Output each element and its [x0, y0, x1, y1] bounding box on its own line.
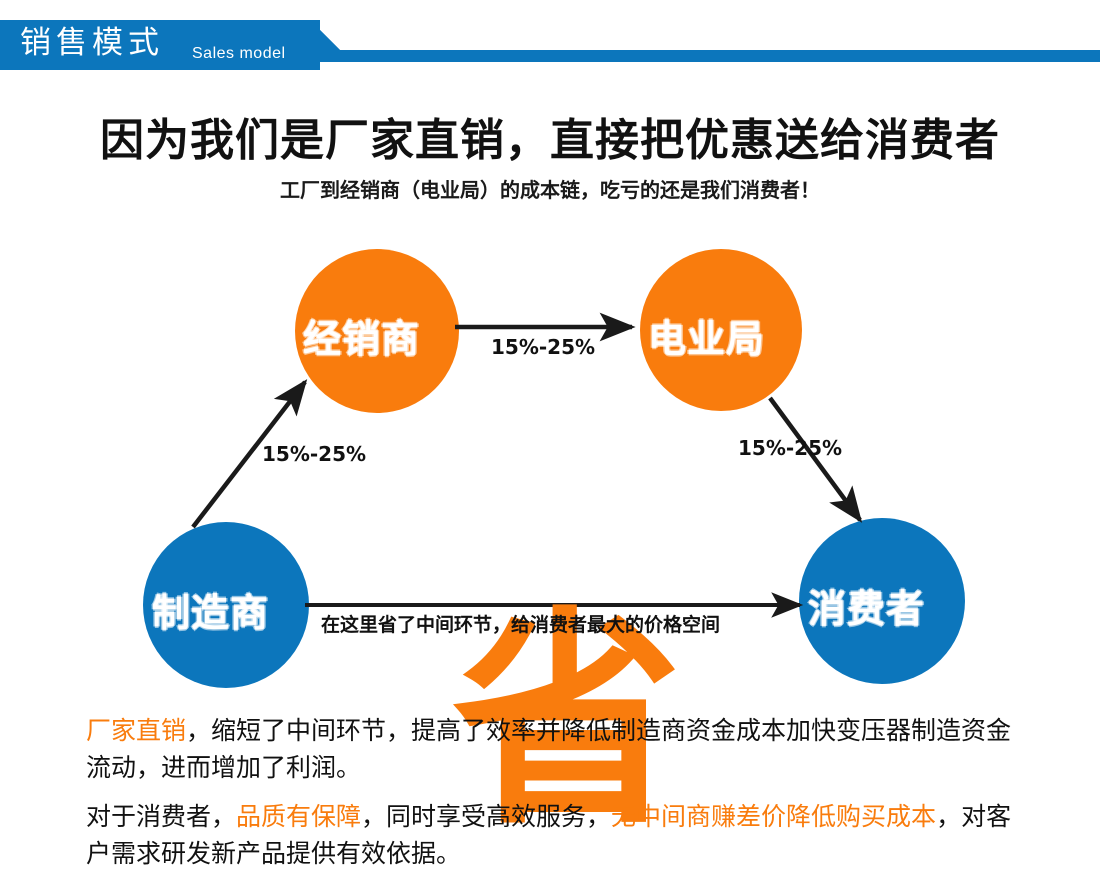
footer-paragraph-2-tail: ，对客户需求研发新产品提供有效依据。 [86, 802, 1012, 868]
edge-label-manufacturer-to-consumer: 在这里省了中间环节，给消费者最大的价格空间 [321, 614, 721, 636]
footer-paragraph-2-middle: ，同时享受高效服务， [361, 802, 612, 831]
node-circle-distributor[interactable] [295, 249, 459, 413]
footer-highlight-quality: 品质有保障 [236, 802, 362, 831]
page-subtitle: 工厂到经销商（电业局）的成本链，吃亏的还是我们消费者！ [280, 178, 820, 202]
page-title: 因为我们是厂家直销，直接把优惠送给消费者 [100, 115, 1000, 166]
page-header-banner: 销售模式 Sales model [0, 0, 1100, 80]
footer-highlight-direct-sales: 厂家直销 [86, 716, 187, 745]
node-circle-manufacturer[interactable] [143, 522, 309, 688]
sales-flow-diagram: 省 经销商 电业局 制造商 消费者 15%-25% 15%-25% 15%-25… [0, 230, 1100, 838]
footer-paragraph-1: 厂家直销，缩短了中间环节，提高了效率并降低制造商资金成本加快变压器制造资金流动，… [86, 712, 1026, 786]
footer-highlight-no-middleman: 无中间商赚差价降低购买成本 [611, 802, 937, 831]
footer-paragraph-1-rest: ，缩短了中间环节，提高了效率并降低制造商资金成本加快变压器制造资金流动，进而增加… [86, 716, 1012, 782]
edge-power-bureau-to-consumer [768, 396, 863, 523]
node-circle-power-bureau[interactable] [640, 249, 802, 411]
header-banner-taper [0, 20, 1100, 62]
footer-paragraph-2: 对于消费者，品质有保障，同时享受高效服务，无中间商赚差价降低购买成本，对客户需求… [86, 798, 1026, 872]
diagram-canvas [143, 249, 965, 688]
footer-paragraph-2-lead: 对于消费者， [86, 802, 237, 831]
edge-manufacturer-to-distributor [191, 379, 308, 529]
edge-label-manufacturer-to-distributor: 15%-25% [262, 442, 367, 466]
header-banner-shape [0, 20, 1100, 70]
edge-label-power-bureau-to-consumer: 15%-25% [738, 436, 843, 460]
footer-description: 厂家直销，缩短了中间环节，提高了效率并降低制造商资金成本加快变压器制造资金流动，… [86, 712, 1026, 884]
node-circle-consumer[interactable] [799, 518, 965, 684]
header-title-en: Sales model [192, 45, 286, 62]
header-title-cn: 销售模式 [20, 25, 164, 61]
edge-label-distributor-to-power-bureau: 15%-25% [491, 335, 596, 359]
